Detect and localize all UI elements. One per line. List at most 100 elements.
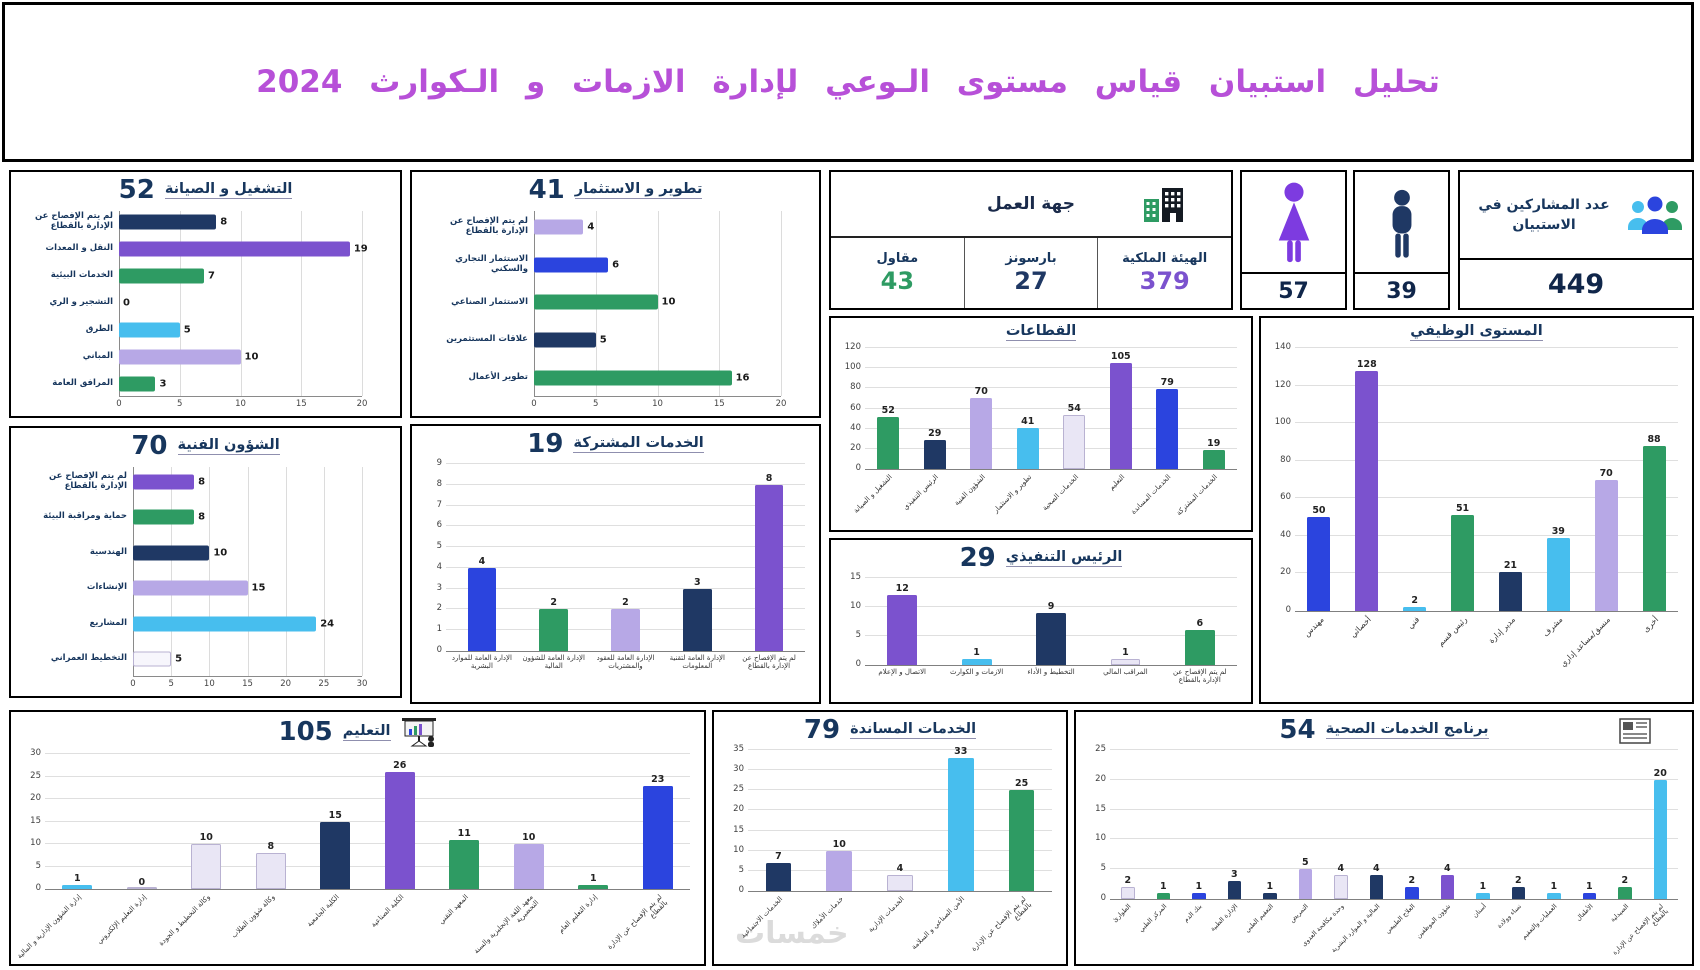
- employer-cell-value: 43: [880, 267, 915, 295]
- bar: [119, 349, 241, 364]
- axis-tick-label: 0: [35, 883, 41, 893]
- bar-slot: 4: [446, 464, 518, 651]
- panel-title: برنامج الخدمات الصحية: [1325, 721, 1489, 739]
- value-label: 54: [1067, 402, 1081, 414]
- axis-tick-label: 40: [1280, 529, 1291, 540]
- axis-tick-label: 5: [593, 399, 599, 409]
- category-label: المعهد التقني: [437, 893, 470, 926]
- value-label: 70: [974, 386, 988, 398]
- category-label: مدير إدارة: [1486, 615, 1517, 646]
- bar-scale: 15: [133, 571, 362, 607]
- category-label: علاقات المستثمرين: [446, 334, 528, 345]
- plot-area: لم يتم الإفصاح عن الإدارة بالقطاع 4 الاستث…: [416, 208, 811, 397]
- gridline: 140: [1275, 342, 1678, 352]
- gridline: [323, 467, 325, 676]
- male-icon: [1355, 172, 1448, 272]
- employer-cell-value: 379: [1139, 267, 1190, 295]
- value-label: 1: [589, 872, 597, 884]
- plot-area: لم يتم الإفصاح عن الإدارة بالقطاع 8 حماية …: [15, 464, 392, 677]
- axis-tick-label: 15: [295, 399, 307, 409]
- value-label: 2: [1514, 875, 1522, 887]
- bars: 50 128 2 51 21 39 70 88: [1295, 348, 1678, 611]
- axis-tick-label: 0: [1285, 605, 1291, 615]
- axis-tick-label: 7: [436, 499, 442, 510]
- category-label: التشجير و الري: [49, 296, 114, 307]
- category-label: لم يتم الإفصاح عن الإدارة بالقطاع: [969, 895, 1033, 953]
- axis-tick-label: 10: [850, 601, 861, 611]
- value-label: 4: [1443, 863, 1451, 875]
- chart-row: تطوير الأعمال 16: [416, 359, 811, 397]
- bar: [1498, 571, 1522, 611]
- panel-title: التشغيل و الصيانة: [164, 181, 293, 199]
- bar: [887, 874, 913, 891]
- bar: [1642, 445, 1666, 611]
- bars: 2 1 1 3 1 5 4 4 2 4 1 2 1 1 2 20: [1110, 750, 1678, 899]
- axis-tick-label: 5: [1100, 863, 1106, 874]
- category-label: مهندس: [1301, 615, 1326, 639]
- bar: [1016, 427, 1039, 469]
- bar: [578, 884, 609, 889]
- gridline: 0: [36, 883, 690, 893]
- gridline: 5: [1101, 863, 1678, 873]
- gridline: 8: [437, 479, 805, 489]
- bar-slot: 1: [45, 754, 110, 889]
- bar: [1109, 363, 1132, 469]
- category-label: العمليات والتعقيم: [1520, 902, 1559, 941]
- panel-total: 52: [118, 175, 155, 205]
- gridline: 9: [437, 458, 805, 468]
- category-label: لم يتم الإفصاح عن الإدارة بالقطاع: [48, 470, 127, 491]
- bar-slot: 4: [1323, 750, 1359, 899]
- bar: [682, 588, 712, 651]
- axis-tick-label: 30: [30, 748, 41, 758]
- axis-tick-label: 15: [30, 815, 41, 826]
- value-label: 19: [1207, 437, 1221, 449]
- bar-scale: 24: [133, 606, 362, 642]
- participants-count: 449: [1460, 258, 1692, 308]
- bar: [119, 322, 180, 337]
- panel-title: القطاعات: [1005, 323, 1077, 341]
- bar-slot: 79: [1144, 348, 1191, 469]
- panel-total: 29: [959, 543, 996, 573]
- value-label: 5: [175, 653, 183, 665]
- category-label: الكلية الجامعية: [305, 893, 341, 929]
- axis-tick-label: 30: [356, 679, 368, 689]
- category-label: الأطفال: [1573, 902, 1595, 923]
- value-label: 1: [73, 872, 81, 884]
- bar-slot: 11: [432, 754, 497, 889]
- category-label: حماية ومراقبة البيئة: [43, 511, 127, 522]
- value-label: 0: [123, 297, 130, 308]
- category-label: الرئيس التنفيذي: [902, 473, 941, 512]
- value-label: 51: [1455, 503, 1470, 515]
- category-label: الكلية الصناعية: [369, 893, 406, 929]
- people-group-icon: [1626, 194, 1684, 236]
- axis-tick-label: 5: [436, 541, 442, 552]
- education-chart: 0 5 10 15 20 25 30 1 0 10 8 15 26 11 10 1 23 إدارة الشؤون…: [11, 748, 704, 964]
- bar-slot: 33: [930, 746, 991, 891]
- bar: [1594, 479, 1618, 611]
- bar: [534, 370, 732, 386]
- bar: [62, 884, 93, 889]
- gridline: 60: [1280, 492, 1678, 502]
- bar: [1369, 875, 1383, 899]
- gridline: 35: [733, 744, 1052, 754]
- employer-cell-label: الهيئة الملكية: [1122, 251, 1208, 266]
- chart-row: التخطيط العمراني 5: [15, 642, 392, 678]
- bar: [611, 609, 640, 651]
- axis-tick-label: 10: [203, 679, 215, 689]
- gridline: [119, 211, 120, 396]
- gridline: 0: [856, 463, 1237, 473]
- gridline: 10: [30, 838, 690, 848]
- axis-tick-label: 10: [733, 844, 744, 855]
- value-label: 50: [1312, 505, 1326, 517]
- bar-slot: 26: [368, 754, 433, 889]
- bar-slot: 10: [809, 750, 870, 891]
- bar-slot: 7: [748, 750, 809, 891]
- panel-header: الخدمات المشتركة 19: [412, 426, 819, 460]
- bar-scale: 10: [119, 343, 362, 370]
- bar-slot: 2: [590, 464, 662, 651]
- category-label: الخدمات البيئية: [50, 269, 113, 280]
- category-label: إدارة التعليم العام: [557, 893, 599, 935]
- axis-tick-label: 5: [35, 860, 41, 871]
- bar-slot: 15: [303, 754, 368, 889]
- gridline: 120: [1275, 380, 1678, 390]
